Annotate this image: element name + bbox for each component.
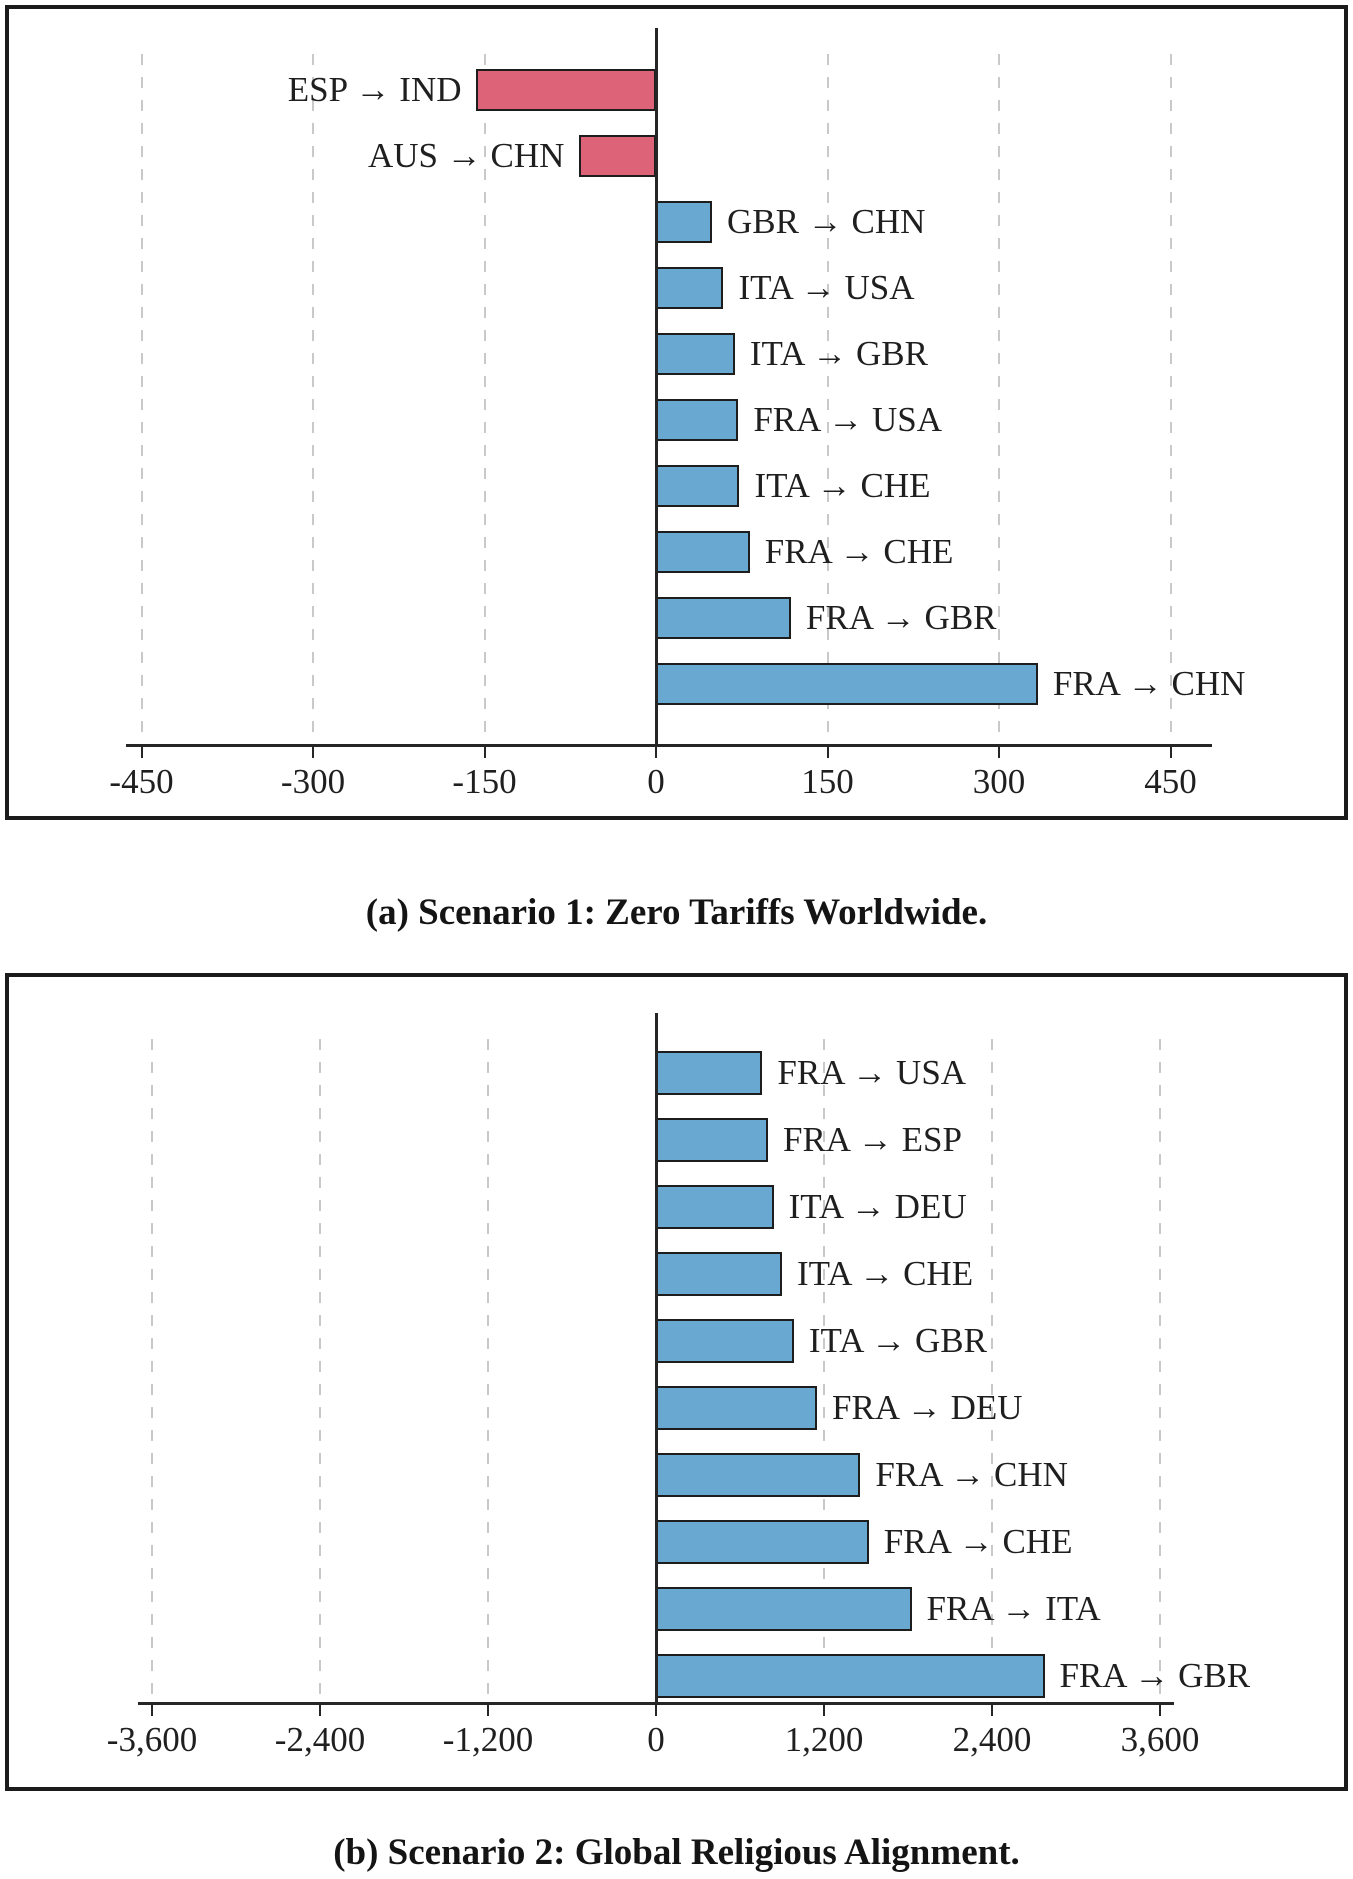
- x-tick-label: -150: [452, 762, 517, 801]
- x-tick-label: -300: [280, 762, 346, 801]
- panel-scenario-2: FRA → USA FRA → ESP ITA → DEU ITA → CHE ITA …: [5, 973, 1348, 1791]
- bar: [656, 1654, 1045, 1698]
- bar: [656, 663, 1038, 705]
- x-tick-label: -2,400: [274, 1720, 366, 1759]
- x-tick-mark: [151, 1703, 153, 1716]
- bar-label: FRA → CHN: [875, 1454, 1068, 1494]
- bar: [656, 1252, 782, 1296]
- chart-a-plot: ESP → IND AUS → CHN GBR → CHN ITA → USA ITA …: [109, 28, 1245, 801]
- x-tick-mark: [1169, 745, 1172, 758]
- x-tick-label: 0: [647, 762, 665, 801]
- bar: [656, 1185, 774, 1229]
- bar: [656, 1051, 763, 1095]
- gridline: [826, 54, 829, 745]
- x-tick-label: 450: [1144, 762, 1197, 801]
- bar-label: ITA → GBR: [749, 333, 928, 373]
- x-tick-mark: [826, 745, 829, 758]
- x-tick-mark: [1159, 1703, 1161, 1716]
- x-tick-label: 3,600: [1120, 1720, 1200, 1759]
- chart-b-plot: FRA → USA FRA → ESP ITA → DEU ITA → CHE ITA …: [107, 1013, 1250, 1759]
- bar-label: FRA → GBR: [1059, 1655, 1251, 1695]
- x-tick-mark: [655, 1703, 657, 1716]
- x-tick-mark: [140, 745, 143, 758]
- bar: [656, 1319, 794, 1363]
- gridline: [483, 54, 486, 745]
- bar: [656, 1587, 912, 1631]
- gridline: [1169, 54, 1172, 745]
- bar-label: FRA → DEU: [832, 1387, 1023, 1427]
- bar: [579, 135, 656, 177]
- bar-label: FRA → GBR: [805, 597, 997, 637]
- bar: [656, 1118, 768, 1162]
- bar: [656, 1386, 817, 1430]
- gridline: [312, 54, 314, 745]
- zero-axis-line: [654, 28, 658, 745]
- bar-label: ITA → DEU: [788, 1186, 967, 1226]
- bar-label: FRA → USA: [753, 399, 942, 439]
- bar: [656, 1520, 869, 1564]
- x-tick-label: 300: [972, 762, 1026, 801]
- gridline: [998, 54, 1000, 745]
- x-tick-label: 2,400: [952, 1720, 1032, 1759]
- gridline: [823, 1039, 825, 1703]
- bar-label: FRA → ITA: [926, 1588, 1101, 1628]
- bar-label: ESP → IND: [287, 69, 462, 109]
- bar: [656, 465, 740, 507]
- bar-label: AUS → CHN: [367, 135, 565, 175]
- x-tick-mark: [991, 1703, 993, 1716]
- bar: [476, 69, 656, 111]
- gridline: [319, 1039, 321, 1703]
- x-tick-label: 1,200: [784, 1720, 864, 1759]
- x-tick-label: -3,600: [106, 1720, 198, 1759]
- bar-label: ITA → GBR: [808, 1320, 987, 1360]
- caption-scenario-2: (b) Scenario 2: Global Religious Alignme…: [333, 1832, 1020, 1873]
- bar-label: FRA → CHE: [764, 531, 954, 571]
- x-tick-mark: [823, 1703, 825, 1716]
- bar-label: ITA → CHE: [754, 465, 931, 505]
- bar-label: FRA → CHN: [1052, 663, 1246, 703]
- bar: [656, 531, 750, 573]
- caption-scenario-1: (a) Scenario 1: Zero Tariffs Worldwide.: [365, 892, 988, 933]
- x-tick-mark: [655, 745, 657, 758]
- bar: [656, 267, 724, 309]
- x-tick-mark: [319, 1703, 321, 1716]
- x-tick-mark: [483, 745, 486, 758]
- x-tick-label: -450: [109, 762, 174, 801]
- gridline: [140, 54, 143, 745]
- x-tick-mark: [487, 1703, 489, 1716]
- bar-label: FRA → USA: [777, 1052, 967, 1092]
- bar: [656, 399, 739, 441]
- bar-label: FRA → ESP: [783, 1119, 962, 1159]
- x-tick-label: -1,200: [442, 1720, 534, 1759]
- bar-label: GBR → CHN: [727, 201, 926, 241]
- gridline: [487, 1039, 489, 1703]
- bar: [656, 597, 791, 639]
- bar: [656, 333, 735, 375]
- x-tick-mark: [998, 745, 1000, 758]
- gridline: [991, 1039, 993, 1703]
- x-tick-label: 0: [647, 1720, 665, 1759]
- gridline: [1159, 1039, 1161, 1703]
- panel-scenario-1: ESP → IND AUS → CHN GBR → CHN ITA → USA ITA …: [5, 5, 1348, 820]
- zero-axis-line: [654, 1013, 658, 1703]
- bar: [656, 1453, 861, 1497]
- bar-label: FRA → CHE: [883, 1521, 1073, 1561]
- x-axis-line: [126, 744, 1212, 747]
- bar-label: ITA → CHE: [797, 1253, 974, 1293]
- bar: [656, 201, 713, 243]
- gridline: [151, 1039, 153, 1703]
- x-tick-label: 150: [801, 762, 854, 801]
- bar-label: ITA → USA: [738, 267, 915, 307]
- x-tick-mark: [312, 745, 314, 758]
